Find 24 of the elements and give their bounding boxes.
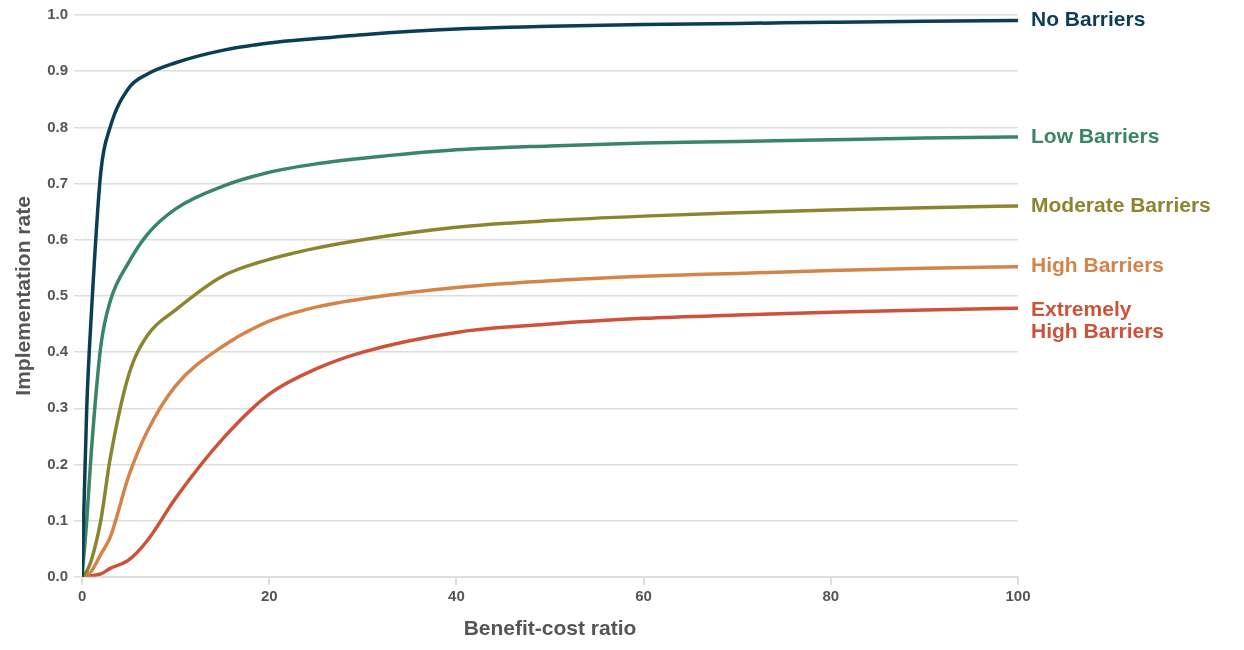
y-tick-label: 0.0 bbox=[47, 566, 69, 584]
x-tick-label: 0 bbox=[77, 586, 87, 604]
y-tick-label: 0.2 bbox=[47, 454, 69, 472]
y-tick-label: 0.5 bbox=[47, 286, 69, 304]
x-axis-title: Benefit-cost ratio bbox=[463, 616, 637, 640]
y-tick-label: 0.4 bbox=[47, 342, 69, 360]
y-tick-label: 0.9 bbox=[47, 61, 69, 79]
y-tick-label: 0.6 bbox=[47, 229, 69, 247]
x-tick-label: 60 bbox=[635, 586, 652, 604]
y-tick-label: 0.1 bbox=[47, 510, 69, 528]
x-tick-label: 40 bbox=[448, 586, 465, 604]
y-tick-label: 1.0 bbox=[47, 5, 69, 23]
series-label: Low Barriers bbox=[1031, 123, 1160, 147]
y-tick-label: 0.7 bbox=[47, 173, 69, 191]
x-tick-label: 100 bbox=[1005, 586, 1031, 604]
y-axis-title: Implementation rate bbox=[11, 196, 35, 396]
series-label: Extremely High Barriers bbox=[1031, 297, 1165, 343]
x-tick-label: 80 bbox=[822, 586, 840, 604]
series-label: Moderate Barriers bbox=[1031, 192, 1211, 216]
series-label: High Barriers bbox=[1031, 253, 1165, 277]
series-label: No Barriers bbox=[1031, 7, 1146, 31]
y-tick-label: 0.8 bbox=[47, 117, 69, 135]
x-tick-label: 20 bbox=[260, 586, 278, 604]
y-tick-label: 0.3 bbox=[47, 398, 69, 416]
